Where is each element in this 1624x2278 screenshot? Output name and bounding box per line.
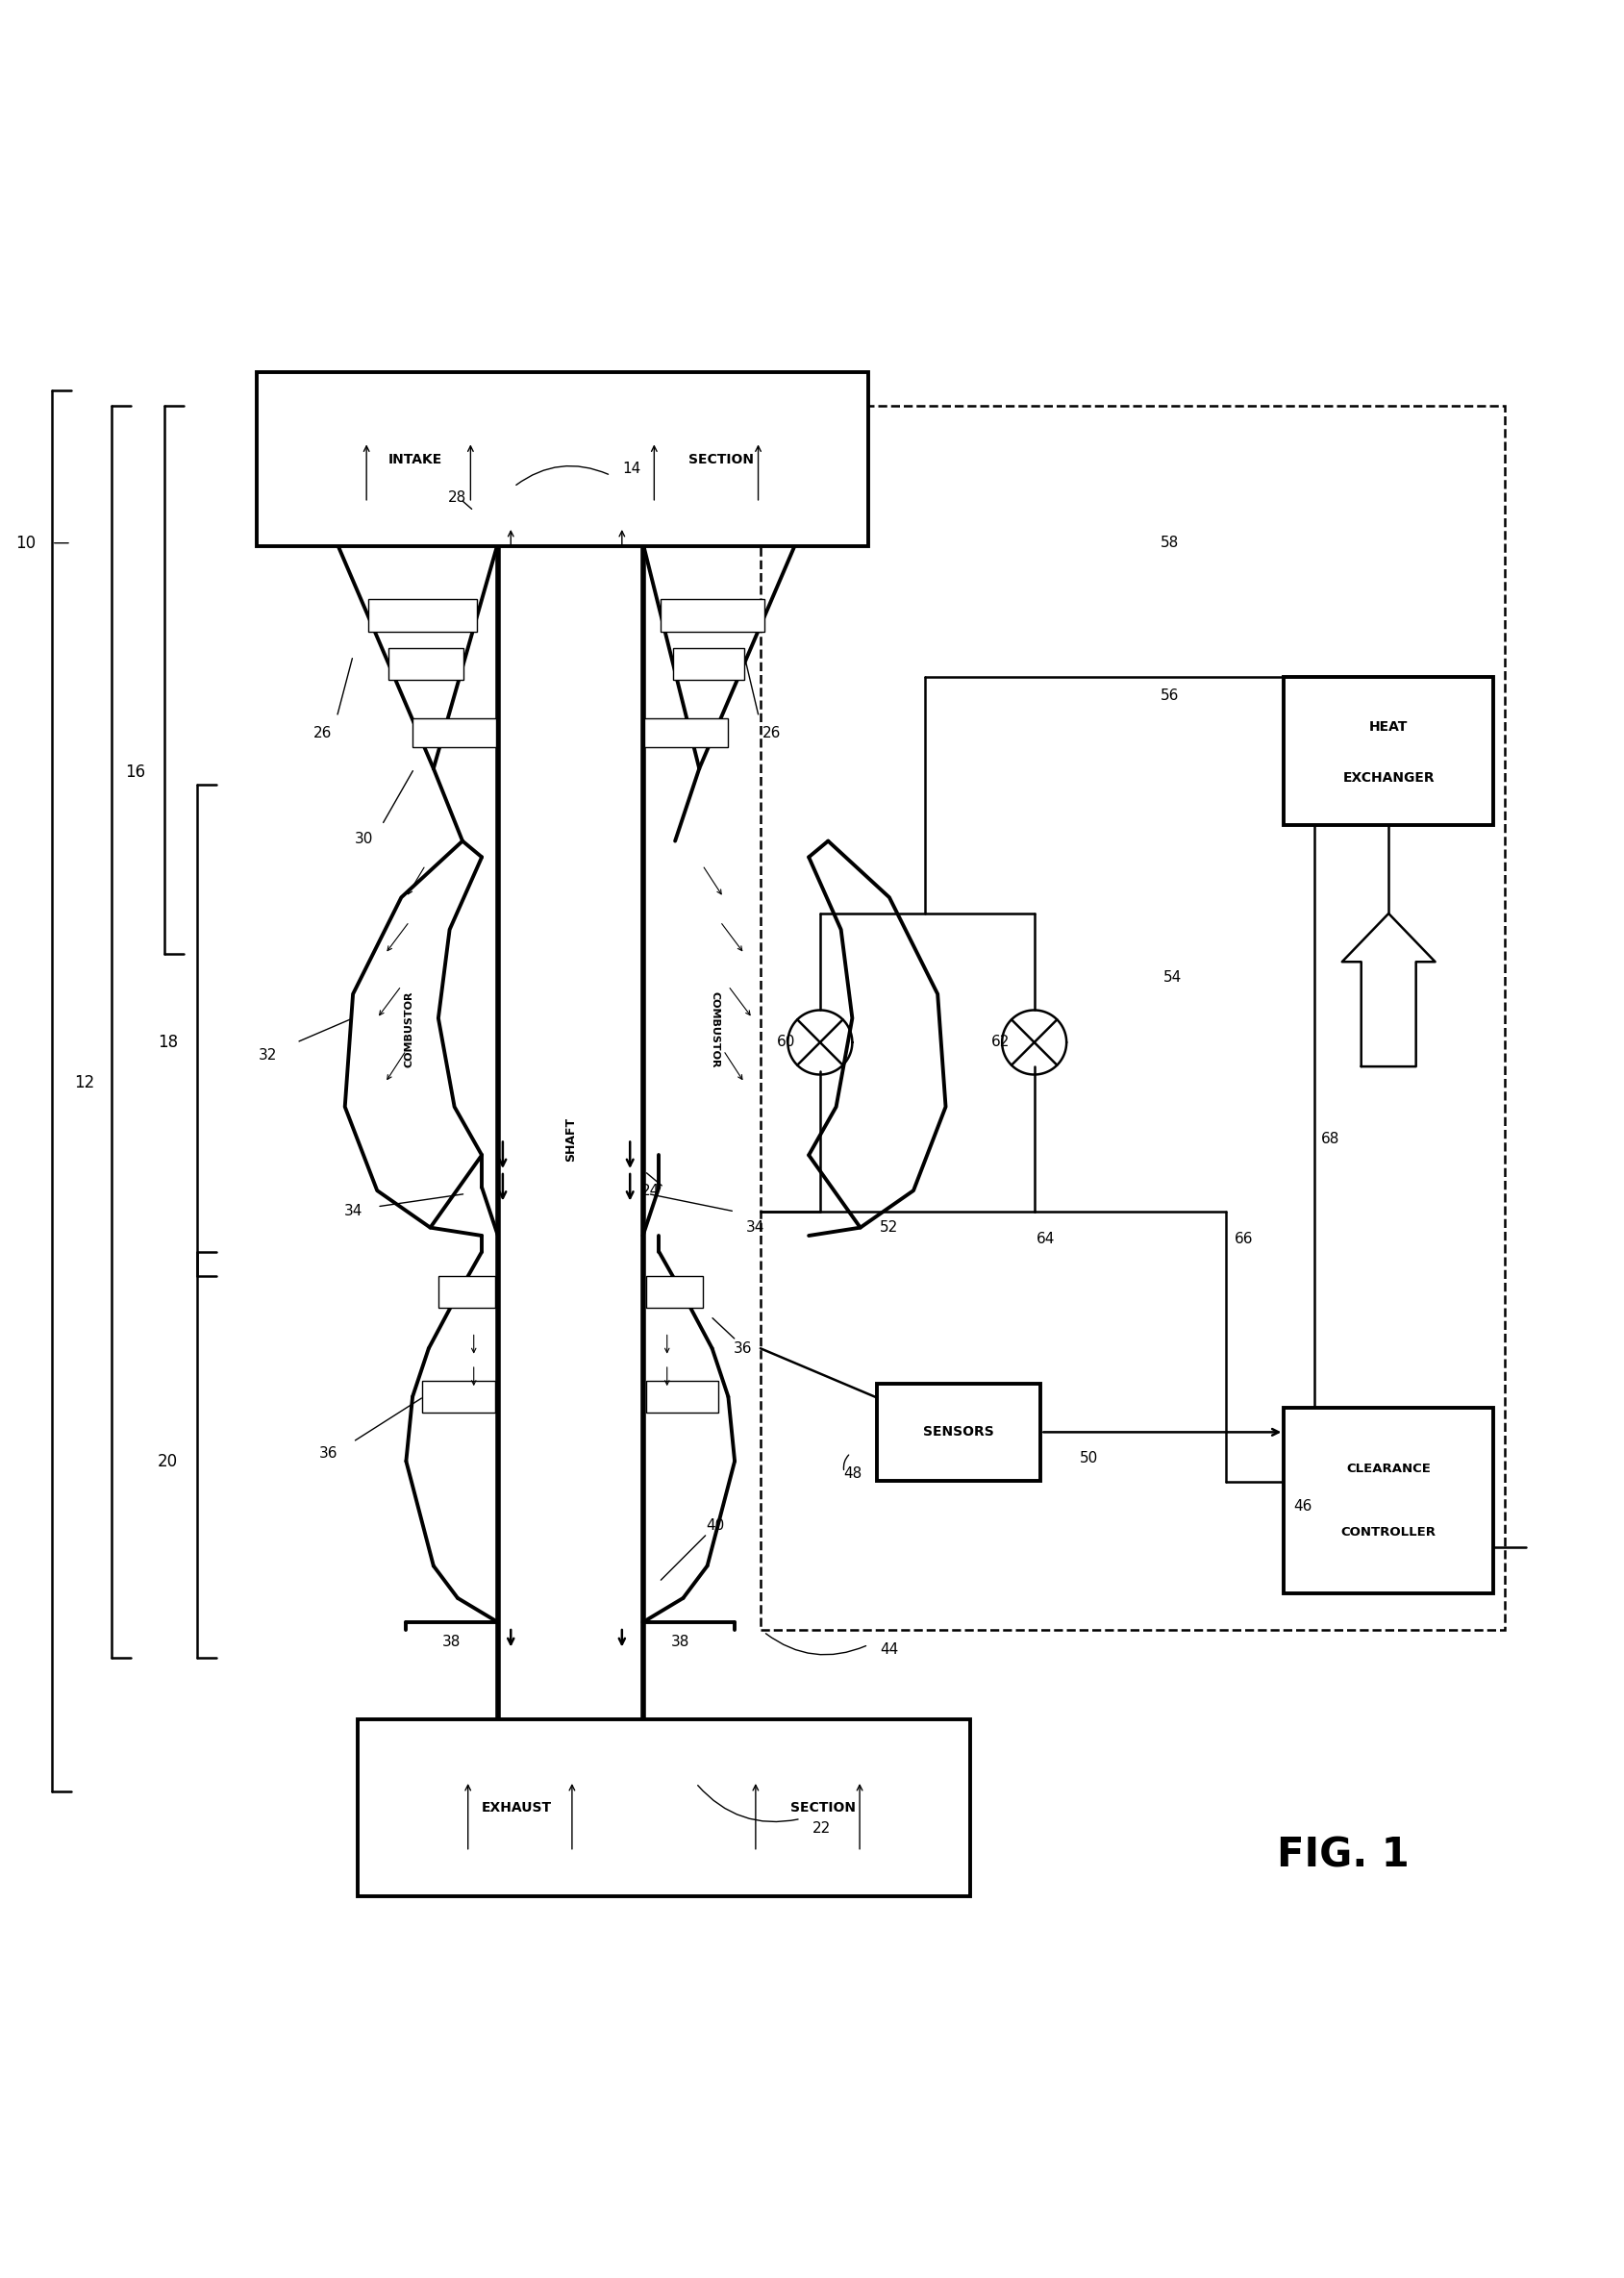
Bar — [645, 718, 728, 747]
Text: 50: 50 — [1080, 1451, 1098, 1465]
Text: HEAT: HEAT — [1369, 720, 1408, 734]
Bar — [438, 1276, 495, 1308]
Text: 58: 58 — [1160, 535, 1179, 551]
Bar — [1285, 1408, 1494, 1592]
Text: 66: 66 — [1234, 1232, 1254, 1246]
Text: 60: 60 — [776, 1034, 796, 1050]
Polygon shape — [1341, 913, 1436, 1066]
Text: 28: 28 — [448, 490, 468, 506]
Text: 36: 36 — [734, 1342, 752, 1355]
Bar — [357, 1720, 970, 1895]
Bar — [646, 1380, 718, 1412]
Text: 62: 62 — [991, 1034, 1010, 1050]
Text: 12: 12 — [73, 1073, 94, 1091]
Text: 20: 20 — [158, 1453, 179, 1469]
Text: 36: 36 — [320, 1447, 338, 1460]
Text: CLEARANCE: CLEARANCE — [1346, 1462, 1431, 1476]
Text: 24: 24 — [641, 1182, 661, 1198]
Bar — [257, 371, 869, 547]
Text: 10: 10 — [16, 535, 36, 551]
Text: SENSORS: SENSORS — [922, 1426, 994, 1440]
Bar — [412, 718, 497, 747]
Bar — [760, 405, 1504, 1631]
Text: 48: 48 — [843, 1467, 861, 1481]
Text: SECTION: SECTION — [791, 1800, 856, 1813]
Text: 46: 46 — [1294, 1499, 1312, 1513]
Text: 54: 54 — [1163, 970, 1182, 984]
Text: 22: 22 — [812, 1820, 831, 1836]
Text: 26: 26 — [313, 727, 331, 740]
Bar — [646, 1276, 703, 1308]
Text: 18: 18 — [158, 1034, 179, 1050]
Bar — [388, 647, 463, 679]
Text: 38: 38 — [442, 1633, 461, 1649]
Text: COMBUSTOR: COMBUSTOR — [711, 991, 719, 1068]
Text: 26: 26 — [762, 727, 781, 740]
Text: SHAFT: SHAFT — [564, 1116, 577, 1162]
Text: 14: 14 — [622, 462, 641, 476]
Bar — [1285, 677, 1494, 825]
Text: 34: 34 — [747, 1221, 765, 1235]
Text: 40: 40 — [706, 1519, 724, 1533]
Text: INTAKE: INTAKE — [388, 453, 442, 467]
Text: 68: 68 — [1322, 1132, 1340, 1146]
Text: CONTROLLER: CONTROLLER — [1341, 1526, 1436, 1538]
Bar — [672, 647, 744, 679]
Text: FIG. 1: FIG. 1 — [1278, 1836, 1410, 1877]
Text: EXCHANGER: EXCHANGER — [1343, 770, 1434, 784]
Text: COMBUSTOR: COMBUSTOR — [404, 991, 414, 1068]
Bar — [422, 1380, 495, 1412]
Bar — [661, 599, 765, 631]
Text: 30: 30 — [356, 831, 374, 847]
Text: 56: 56 — [1160, 688, 1179, 704]
Text: 38: 38 — [671, 1633, 689, 1649]
Bar — [877, 1383, 1041, 1481]
Text: EXHAUST: EXHAUST — [482, 1800, 552, 1813]
Text: 44: 44 — [880, 1642, 898, 1656]
Text: 16: 16 — [125, 763, 146, 781]
Text: 32: 32 — [258, 1048, 278, 1062]
Text: 52: 52 — [880, 1221, 898, 1235]
Bar — [369, 599, 477, 631]
Text: 64: 64 — [1036, 1232, 1056, 1246]
Text: 34: 34 — [344, 1205, 362, 1219]
Text: SECTION: SECTION — [689, 453, 754, 467]
